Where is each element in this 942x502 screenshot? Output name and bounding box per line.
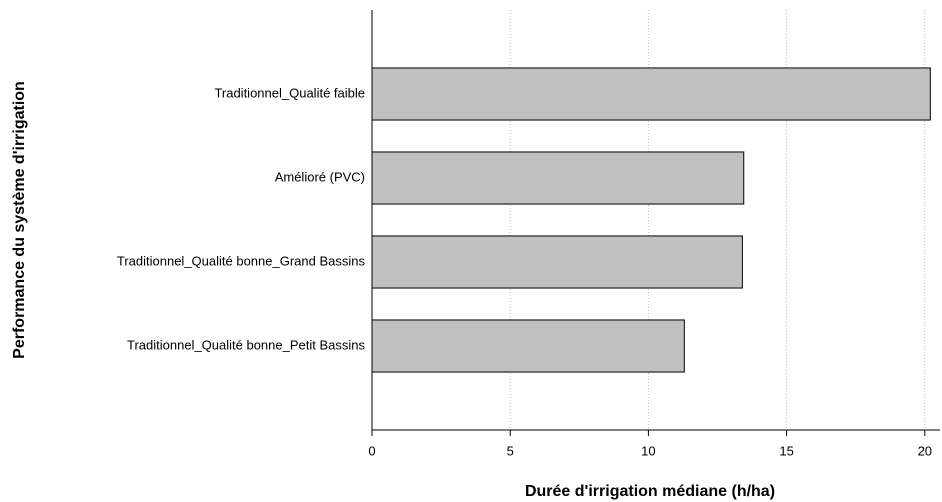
- bar: [371, 235, 743, 289]
- x-tick-label: 15: [779, 443, 793, 458]
- bar: [371, 151, 745, 205]
- bar: [371, 67, 931, 121]
- x-tick-label: 5: [507, 443, 514, 458]
- y-tick-label: Traditionnel_Qualité faible: [214, 85, 365, 100]
- bar: [371, 319, 685, 373]
- y-tick-label: Amélioré (PVC): [275, 169, 365, 184]
- x-tick-label: 0: [368, 443, 375, 458]
- y-tick-label: Traditionnel_Qualité bonne_Grand Bassins: [117, 253, 366, 268]
- x-tick-label: 10: [641, 443, 655, 458]
- x-axis-title: Durée d'irrigation médiane (h/ha): [525, 483, 775, 500]
- x-tick-label: 20: [918, 443, 932, 458]
- y-axis-title: Performance du système d'irrigation: [11, 81, 28, 359]
- y-tick-label: Traditionnel_Qualité bonne_Petit Bassins: [127, 337, 365, 352]
